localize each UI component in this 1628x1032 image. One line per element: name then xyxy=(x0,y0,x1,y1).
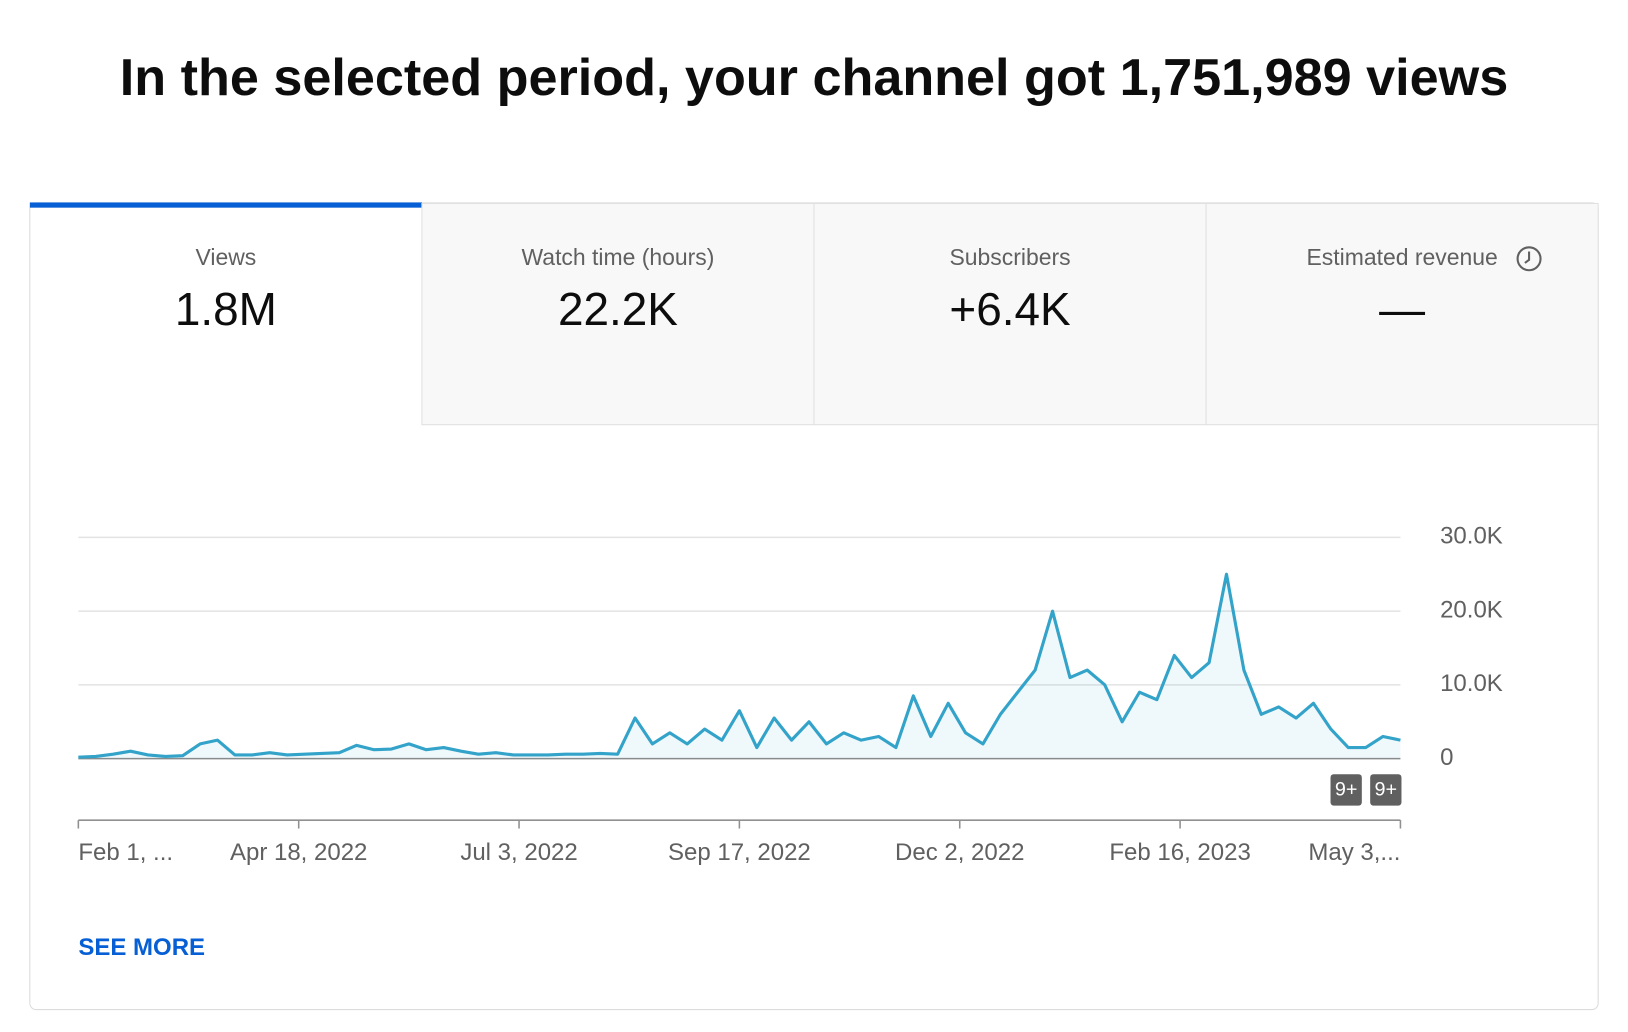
tab-background xyxy=(1205,202,1599,426)
annotation-label[interactable]: 9+ xyxy=(1375,779,1398,801)
chart: 0 10.0K 20.0K 30.0K Feb 1, ... Apr 18, 2022 Ju… xyxy=(77,523,1503,866)
y-tick-label: 30.0K xyxy=(1440,523,1503,550)
info-icon xyxy=(1516,246,1542,272)
metric-tab[interactable]: Views 1.8M xyxy=(29,202,422,335)
tab-label: Estimated revenue xyxy=(1306,244,1497,270)
annotation-badge[interactable] xyxy=(1370,774,1402,806)
x-tick-label: Apr 18, 2022 xyxy=(230,839,367,866)
y-tick-label: 20.0K xyxy=(1440,596,1503,623)
views-line xyxy=(78,572,1401,759)
see-more-link[interactable]: SEE MORE xyxy=(78,934,205,961)
x-tick-label: Feb 1, ... xyxy=(78,839,173,866)
tab-label: Watch time (hours) xyxy=(522,244,715,270)
page-title: In the selected period, your channel got… xyxy=(120,49,1508,107)
tab-value: 22.2K xyxy=(558,283,678,335)
metric-tab[interactable]: Watch time (hours) 22.2K xyxy=(421,202,815,426)
tab-label: Views xyxy=(195,244,256,270)
x-tick-label: May 3,... xyxy=(1308,839,1400,866)
x-tick-label: Jul 3, 2022 xyxy=(460,839,577,866)
y-tick-label: 0 xyxy=(1440,744,1453,771)
x-tick-label: Dec 2, 2022 xyxy=(895,839,1024,866)
tab-background xyxy=(813,202,1207,426)
tab-background xyxy=(421,202,815,426)
annotation-badge[interactable] xyxy=(1330,774,1362,806)
x-tick-label: Feb 16, 2023 xyxy=(1109,839,1250,866)
x-tick-label: Sep 17, 2022 xyxy=(668,839,811,866)
metric-tab[interactable]: Subscribers +6.4K xyxy=(813,202,1207,426)
annotation-label[interactable]: 9+ xyxy=(1335,779,1358,801)
metric-tab[interactable]: Estimated revenue — xyxy=(1205,202,1599,426)
area-fill xyxy=(78,574,1401,759)
tab-value: — xyxy=(1379,283,1425,335)
selected-indicator xyxy=(29,202,422,208)
y-tick-label: 10.0K xyxy=(1440,670,1503,697)
tab-label: Subscribers xyxy=(949,244,1070,270)
tab-value: +6.4K xyxy=(949,283,1071,335)
tab-value: 1.8M xyxy=(175,283,277,335)
info-icon-hands xyxy=(1524,251,1531,264)
tab-bar: Views 1.8M Watch time (hours) 22.2K Subscrib… xyxy=(29,202,1599,426)
